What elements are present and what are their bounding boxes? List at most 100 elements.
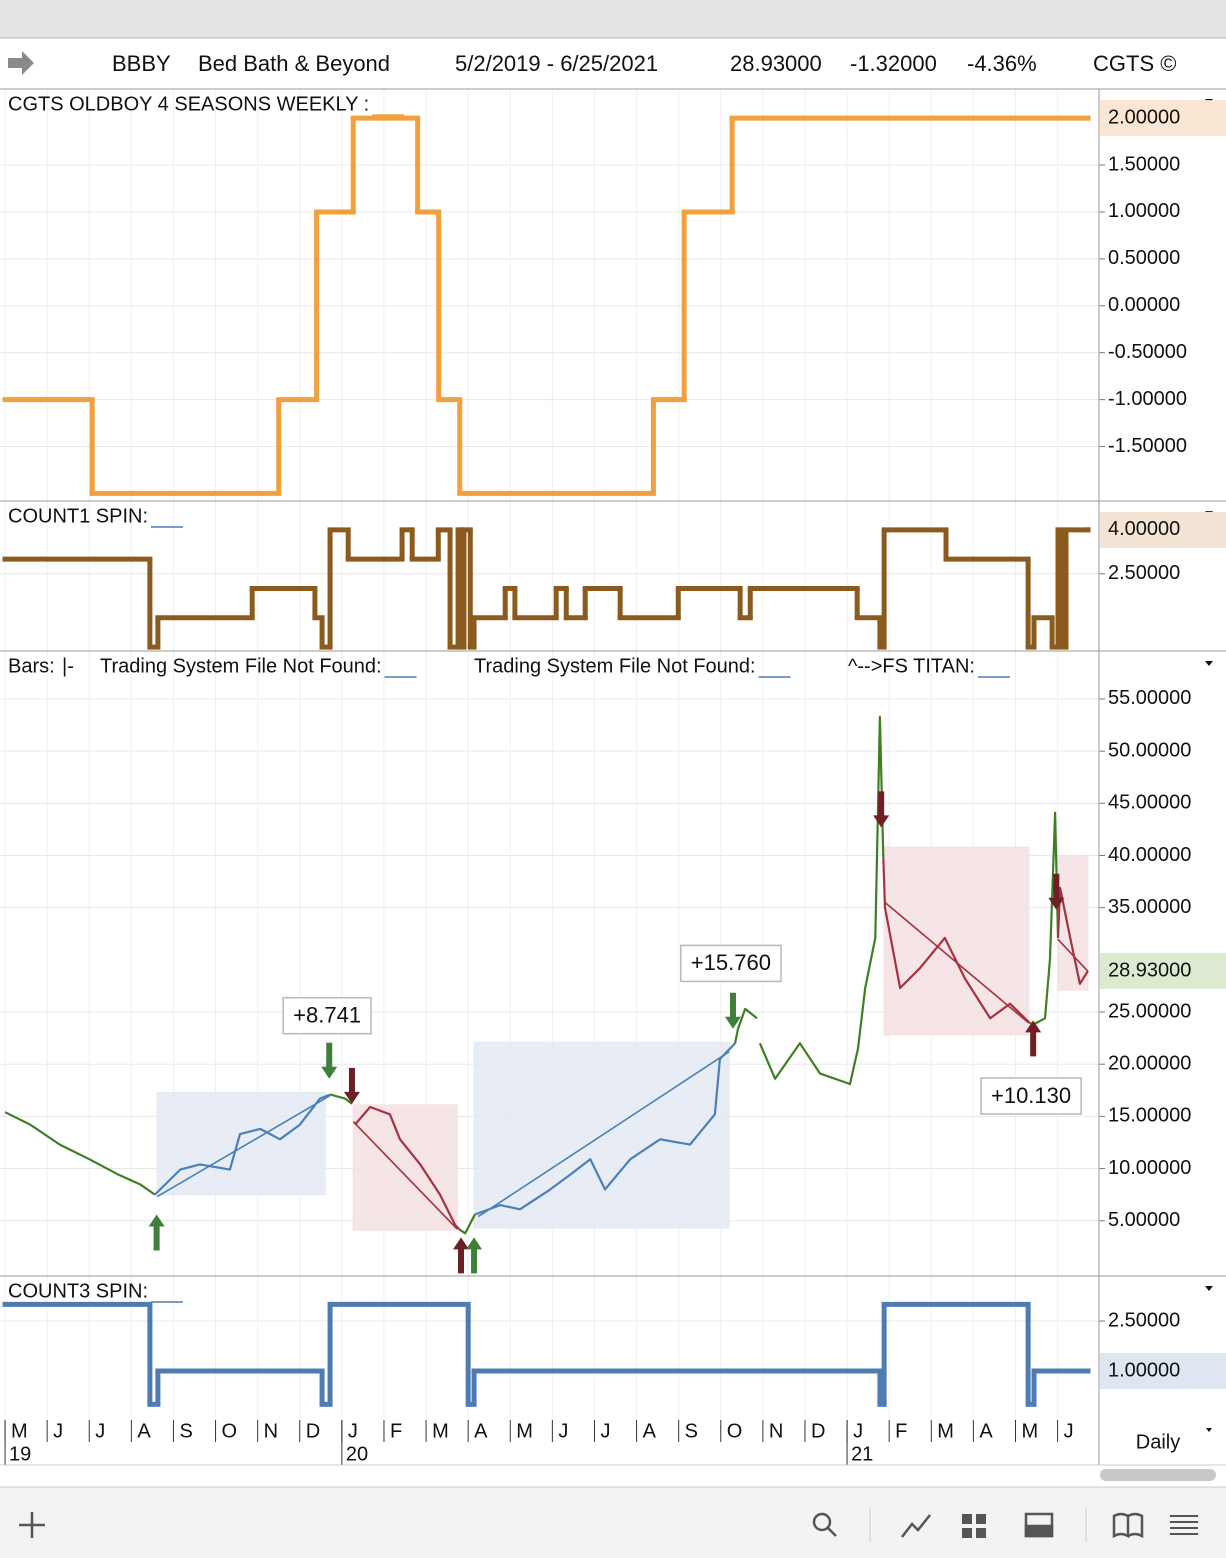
x-tick-label: F bbox=[895, 1420, 907, 1442]
x-tick-label: A bbox=[137, 1420, 151, 1442]
price-line bbox=[474, 1042, 736, 1216]
toolbar bbox=[0, 1487, 1226, 1558]
price-line bbox=[4, 1111, 156, 1196]
annotation: +15.760 bbox=[691, 950, 771, 975]
y-tick-label: 10.00000 bbox=[1108, 1157, 1191, 1179]
y-tick-label: 50.00000 bbox=[1108, 739, 1191, 761]
signal-arrow bbox=[148, 1214, 165, 1251]
x-tick-label: M bbox=[11, 1420, 28, 1442]
trade-line bbox=[156, 1094, 331, 1198]
current-value-label: 28.93000 bbox=[1108, 959, 1191, 981]
signal-arrow bbox=[321, 1042, 338, 1079]
signal-arrow bbox=[1048, 873, 1065, 910]
panel: 2.50000 COUNT1 SPIN: 4.00000 bbox=[0, 500, 1226, 650]
price-line bbox=[734, 715, 885, 1086]
title-bar bbox=[0, 0, 1226, 38]
panel-title: COUNT1 SPIN: bbox=[8, 505, 148, 527]
panel-menu[interactable] bbox=[1205, 1286, 1213, 1291]
y-tick-label: 0.50000 bbox=[1108, 247, 1180, 269]
brand: CGTS © bbox=[1093, 51, 1176, 76]
date-range: 5/2/2019 - 6/25/2021 bbox=[455, 51, 658, 76]
annotation: +8.741 bbox=[293, 1002, 361, 1027]
trade-box bbox=[156, 1091, 326, 1196]
y-tick-label: -1.50000 bbox=[1108, 435, 1187, 457]
plot-area: +8.741 +15.760 +10.130 bbox=[4, 715, 1089, 1274]
x-tick-label: A bbox=[643, 1420, 657, 1442]
x-tick-label: A bbox=[474, 1420, 488, 1442]
year-label: 19 bbox=[9, 1443, 31, 1465]
current-value-label: 2.00000 bbox=[1108, 106, 1180, 128]
y-tick-label: 1.50000 bbox=[1108, 153, 1180, 175]
trade-line bbox=[477, 1051, 730, 1218]
panel-title: ^-->FS TITAN: bbox=[848, 655, 975, 677]
symbol: BBBY bbox=[112, 51, 171, 76]
x-tick-label: N bbox=[264, 1420, 278, 1442]
book-button[interactable] bbox=[1112, 1512, 1144, 1539]
year-label: 21 bbox=[851, 1443, 873, 1465]
plot-area bbox=[2, 115, 1091, 496]
panel: 5.00000 10.00000 15.00000 20.00000 25.00000 3… bbox=[0, 650, 1226, 1274]
menu-button[interactable] bbox=[1170, 1515, 1198, 1535]
plots: M J J A S O N D J F M A M J J A S O N D J F M A M J19 20 211.500001… bbox=[0, 90, 1226, 1465]
x-tick-label: M bbox=[1021, 1420, 1038, 1442]
current-value-label: 4.00000 bbox=[1108, 518, 1180, 540]
current-value-box bbox=[1100, 1353, 1226, 1389]
y-tick-label: 0.00000 bbox=[1108, 294, 1180, 316]
timeframe[interactable]: Daily bbox=[1136, 1431, 1180, 1453]
y-tick-label: -0.50000 bbox=[1108, 341, 1187, 363]
y-tick-label: 2.50000 bbox=[1108, 562, 1180, 584]
year-label: 20 bbox=[346, 1443, 368, 1465]
y-tick-label: 25.00000 bbox=[1108, 1000, 1191, 1022]
y-tick-label: 45.00000 bbox=[1108, 792, 1191, 814]
signal-arrow bbox=[343, 1067, 360, 1104]
signal-arrow bbox=[1025, 1020, 1042, 1057]
trade-box bbox=[1057, 854, 1089, 991]
x-tick-label: J bbox=[53, 1420, 63, 1442]
panel-title: CGTS OLDBOY 4 SEASONS WEEKLY : bbox=[8, 93, 369, 115]
toolbar-icons bbox=[19, 1508, 1198, 1542]
nav-arrow[interactable] bbox=[8, 51, 34, 75]
panel-title: Trading System File Not Found: bbox=[100, 655, 382, 677]
x-tick-label: D bbox=[306, 1420, 320, 1442]
trade-box bbox=[352, 1104, 458, 1231]
signal-arrow bbox=[466, 1237, 483, 1274]
y-tick-label: 1.00000 bbox=[1108, 200, 1180, 222]
x-tick-label: A bbox=[979, 1420, 993, 1442]
y-tick-label: 20.00000 bbox=[1108, 1052, 1191, 1074]
x-tick-label: O bbox=[727, 1420, 743, 1442]
y-tick-label: 35.00000 bbox=[1108, 896, 1191, 918]
search-button[interactable] bbox=[812, 1512, 837, 1537]
current-value-box bbox=[1100, 100, 1226, 137]
y-tick-label: 2.50000 bbox=[1108, 1309, 1180, 1331]
panel-button[interactable] bbox=[1024, 1512, 1054, 1538]
panel-title: Trading System File Not Found: bbox=[474, 655, 756, 677]
price-line bbox=[354, 1105, 461, 1231]
panel-title: |- bbox=[62, 655, 74, 677]
x-tick-label: J bbox=[558, 1420, 568, 1442]
plot-area bbox=[2, 1301, 1091, 1407]
x-tick-label: D bbox=[811, 1420, 825, 1442]
trade-line bbox=[352, 1121, 458, 1230]
x-tick-label: M bbox=[516, 1420, 533, 1442]
price-line bbox=[459, 1213, 476, 1235]
x-tick-label: J bbox=[853, 1420, 863, 1442]
y-tick-label: 55.00000 bbox=[1108, 687, 1191, 709]
x-tick-label: M bbox=[432, 1420, 449, 1442]
annotation-box bbox=[680, 944, 782, 983]
panel-title: COUNT3 SPIN: bbox=[8, 1280, 148, 1302]
current-value-label: 1.00000 bbox=[1108, 1359, 1180, 1381]
panel-menu[interactable] bbox=[1205, 661, 1213, 666]
last-price: 28.93000 bbox=[730, 51, 822, 76]
annotation-box bbox=[282, 996, 372, 1035]
chart-button[interactable] bbox=[901, 1514, 931, 1538]
dropdown-caret[interactable] bbox=[1206, 1428, 1212, 1432]
scrollbar[interactable] bbox=[1100, 1469, 1216, 1481]
x-tick-label: S bbox=[179, 1420, 192, 1442]
percent-change: -4.36% bbox=[967, 51, 1037, 76]
add-button[interactable] bbox=[19, 1512, 45, 1538]
signal-arrow bbox=[724, 992, 741, 1029]
x-tick-label: N bbox=[769, 1420, 783, 1442]
layout-button[interactable] bbox=[962, 1514, 986, 1538]
y-tick-label: 40.00000 bbox=[1108, 844, 1191, 866]
current-value-box bbox=[1100, 511, 1226, 548]
